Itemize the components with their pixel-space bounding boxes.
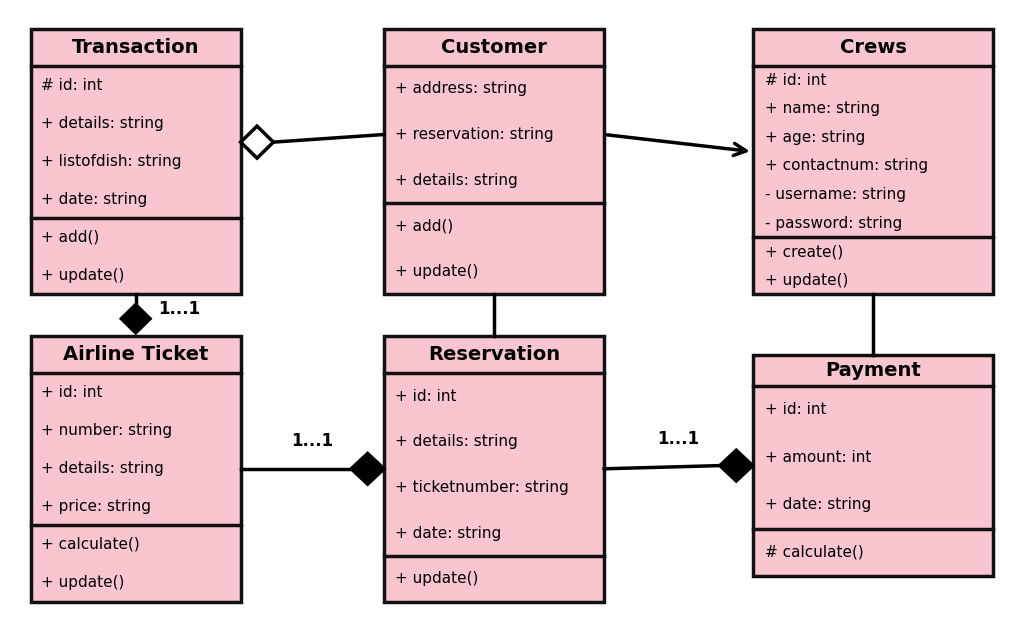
Text: + add(): + add() [41,230,99,244]
Polygon shape [351,453,384,484]
Text: + listofdish: string: + listofdish: string [41,154,181,169]
Text: + amount: int: + amount: int [765,450,871,465]
Text: + name: string: + name: string [765,101,880,116]
Text: + id: int: + id: int [765,403,826,417]
Text: + id: int: + id: int [41,385,102,400]
Text: Customer: Customer [441,38,547,57]
Bar [31,29,241,294]
Text: # id: int: # id: int [765,73,826,88]
Text: + address: string: + address: string [395,81,527,97]
Text: Reservation: Reservation [428,345,560,364]
Text: + update(): + update() [395,264,478,279]
Text: + calculate(): + calculate() [41,537,140,552]
Text: + date: string: + date: string [41,192,147,207]
Text: # calculate(): # calculate() [765,545,863,560]
Text: 1...1: 1...1 [158,300,201,318]
Text: 1...1: 1...1 [657,430,699,448]
Bar [753,29,993,294]
Text: + date: string: + date: string [765,497,871,512]
Text: + ticketnumber: string: + ticketnumber: string [395,480,568,495]
Text: + details: string: + details: string [395,173,518,188]
Text: + create(): + create() [765,244,843,259]
Polygon shape [720,451,753,481]
Text: + id: int: + id: int [395,388,457,404]
Polygon shape [241,126,273,158]
Bar [753,355,993,576]
Text: - username: string: - username: string [765,187,905,202]
Text: + price: string: + price: string [41,499,152,514]
Bar [384,29,604,294]
Bar [384,336,604,602]
Text: + update(): + update() [41,575,125,590]
Text: + age: string: + age: string [765,130,865,145]
Text: Payment: Payment [825,361,921,380]
Text: Crews: Crews [840,38,906,57]
Text: + add(): + add() [395,218,454,234]
Text: + reservation: string: + reservation: string [395,127,554,142]
Bar [31,336,241,602]
Text: + update(): + update() [395,572,478,586]
Text: + details: string: + details: string [41,116,164,131]
Text: + update(): + update() [765,273,848,287]
Text: - password: string: - password: string [765,216,902,230]
Text: + details: string: + details: string [395,434,518,449]
Text: + update(): + update() [41,268,125,283]
Text: # id: int: # id: int [41,77,102,93]
Text: 1...1: 1...1 [291,431,334,449]
Text: + contactnum: string: + contactnum: string [765,159,928,173]
Polygon shape [122,305,151,333]
Text: + details: string: + details: string [41,461,164,476]
Text: + number: string: + number: string [41,423,172,438]
Text: Transaction: Transaction [72,38,200,57]
Text: + date: string: + date: string [395,525,502,541]
Text: Airline Ticket: Airline Ticket [63,345,208,364]
